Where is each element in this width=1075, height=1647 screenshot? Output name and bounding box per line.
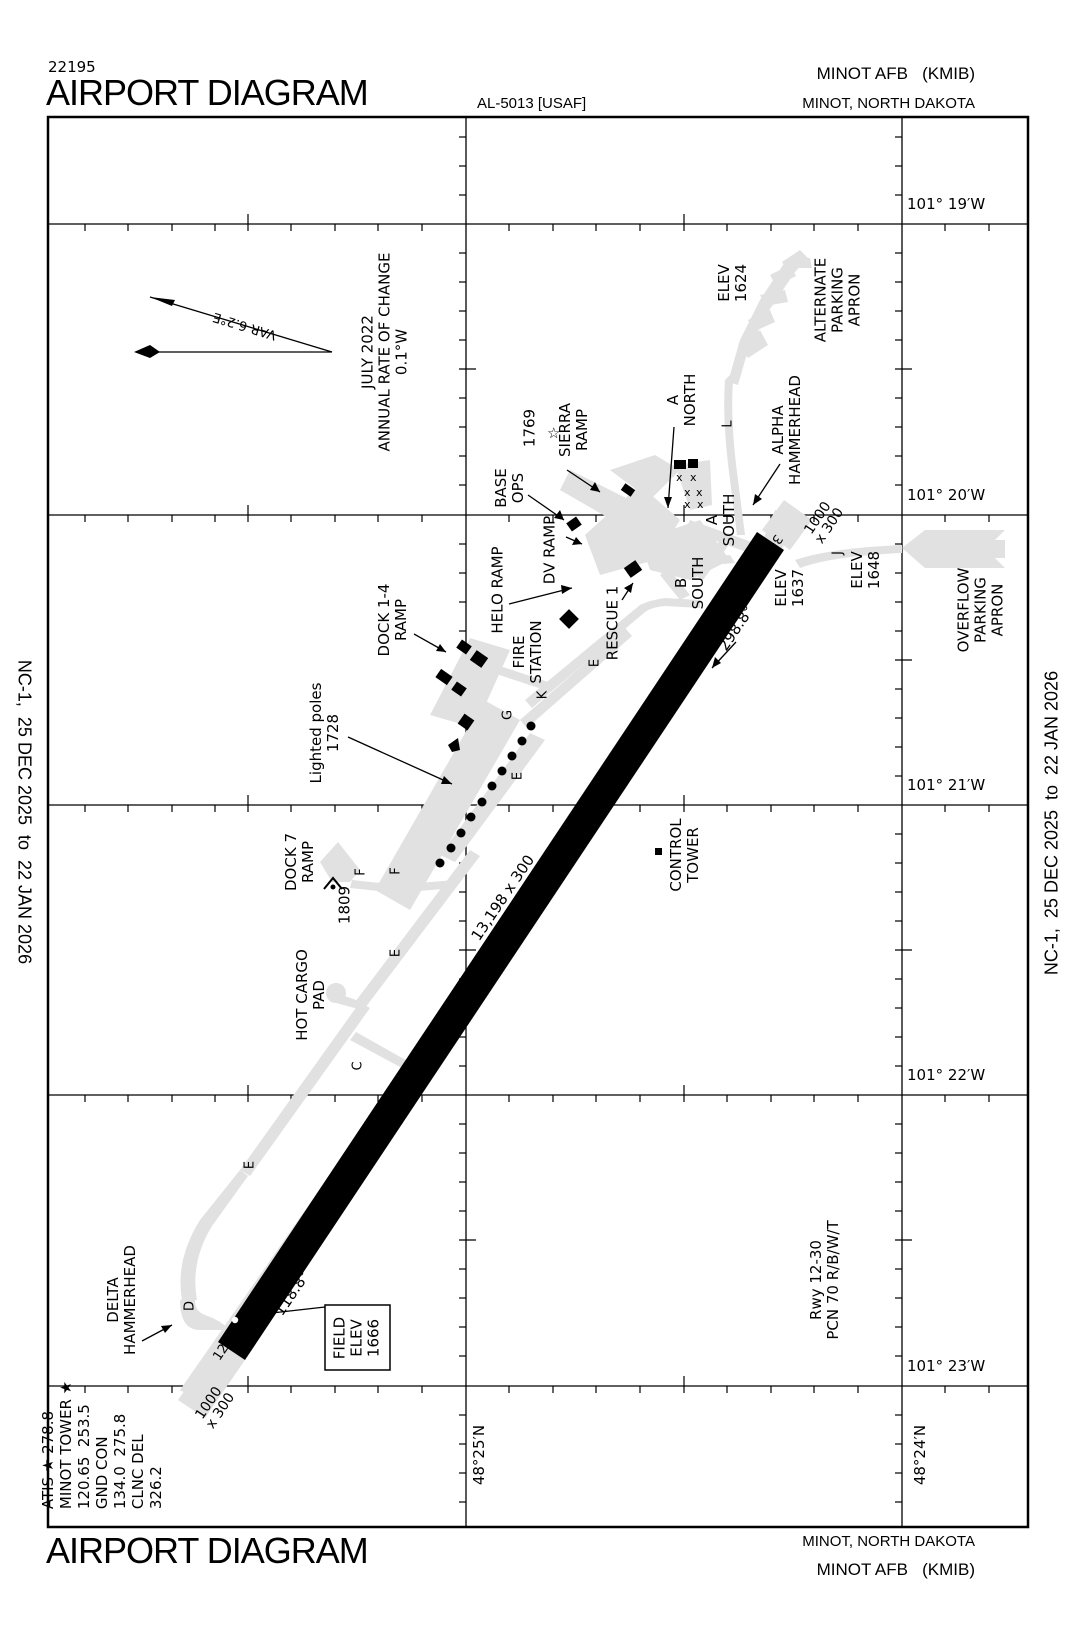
chart-number: 22195 bbox=[48, 58, 96, 76]
dock-7-ramp-label: DOCK 7 RAMP bbox=[282, 833, 317, 891]
dv-ramp-label: DV RAMP bbox=[540, 515, 559, 585]
freq-gnd-values: 134.0 275.8 bbox=[111, 1413, 129, 1510]
freq-tower: MINOT TOWER ★ bbox=[57, 1380, 75, 1510]
obstacle-1809-symbol bbox=[323, 876, 343, 890]
buildings bbox=[435, 459, 698, 855]
lat-48-25: 48°25′N bbox=[470, 1424, 488, 1486]
footer-airport-name: MINOT AFB (KMIB) bbox=[816, 1560, 975, 1579]
obstacle-1809-label: 1809 bbox=[335, 885, 354, 925]
svg-text:x: x bbox=[690, 471, 697, 484]
elev-1637-label: ELEV 1637 bbox=[772, 568, 807, 608]
field-elev-box bbox=[324, 1304, 391, 1371]
taxiway-G-label: G bbox=[500, 709, 516, 721]
lon-101-21: 101° 21′W bbox=[907, 776, 986, 794]
control-tower-symbol bbox=[655, 848, 662, 855]
lighted-poles-label: Lighted poles 1728 bbox=[307, 682, 342, 784]
taxiway-J-label: J bbox=[830, 551, 846, 555]
airport-location: MINOT, NORTH DAKOTA bbox=[802, 95, 975, 112]
a-north-label: A NORTH bbox=[664, 373, 699, 427]
page-title: AIRPORT DIAGRAM bbox=[46, 72, 369, 113]
dock-1-4-ramp-label: DOCK 1-4 RAMP bbox=[375, 583, 410, 657]
delta-hammerhead-label: DELTA HAMMERHEAD bbox=[104, 1245, 139, 1355]
runway-end-light bbox=[231, 1316, 239, 1324]
helo-ramp-label: HELO RAMP bbox=[488, 546, 507, 634]
leader-arrows bbox=[141, 426, 781, 1342]
alternate-parking-apron-label: ALTERNATE PARKING APRON bbox=[811, 257, 864, 343]
svg-text:x: x bbox=[696, 486, 703, 499]
runway-12-30 bbox=[218, 532, 784, 1360]
airport-name: MINOT AFB (KMIB) bbox=[816, 64, 975, 83]
obstacle-1769-star-icon: ☆ bbox=[547, 424, 560, 442]
taxiway-E-label-lower: E bbox=[242, 1160, 258, 1170]
a-south-label: A SOUTH bbox=[703, 493, 738, 547]
lon-101-19: 101° 19′W bbox=[907, 195, 986, 213]
lighted-poles bbox=[435, 721, 536, 868]
taxiway-K-label: K bbox=[535, 690, 551, 700]
diagram-frame bbox=[46, 115, 1030, 1529]
freq-tower-values: 120.65 253.5 bbox=[75, 1404, 93, 1510]
taxiway-C-label: C bbox=[350, 1061, 366, 1071]
runway-pcn-label: Rwy 12-30 PCN 70 R/B/W/T bbox=[807, 1220, 842, 1340]
lon-101-22: 101° 22′W bbox=[907, 1066, 986, 1084]
svg-text:x: x bbox=[684, 486, 691, 499]
footer-title: AIRPORT DIAGRAM bbox=[46, 1530, 369, 1571]
freq-atis: ATIS ★ 278.8 bbox=[39, 1410, 57, 1510]
elev-1624-label: ELEV 1624 bbox=[715, 263, 750, 303]
elev-1648-label: ELEV 1648 bbox=[848, 550, 883, 590]
overflow-parking-apron-label: OVERFLOW PARKING APRON bbox=[954, 567, 1007, 653]
freq-clnc: CLNC DEL bbox=[129, 1434, 147, 1510]
taxiway-E-label-mid: E bbox=[388, 948, 404, 958]
base-ops-label: BASE OPS bbox=[492, 468, 527, 508]
mag-variation-note: JULY 2022 ANNUAL RATE OF CHANGE 0.1°W bbox=[358, 252, 411, 452]
lat-48-24: 48°24′N bbox=[911, 1424, 929, 1486]
sierra-ramp-label: SIERRA RAMP bbox=[556, 403, 591, 457]
taxiway-F-label-2: F bbox=[388, 867, 404, 875]
fire-station-label: FIRE STATION bbox=[510, 620, 545, 684]
taxiway-L-label: L bbox=[720, 420, 736, 428]
procedure-id: AL-5013 [USAF] bbox=[477, 95, 587, 112]
magnetic-variation-arrows bbox=[134, 296, 333, 358]
field-elev-label: FIELD ELEV 1666 bbox=[330, 1316, 383, 1360]
footer-location: MINOT, NORTH DAKOTA bbox=[802, 1533, 975, 1550]
b-south-label: B SOUTH bbox=[672, 556, 707, 610]
svg-text:x: x bbox=[684, 498, 691, 511]
freq-clnc-values: 326.2 bbox=[147, 1466, 165, 1510]
taxiway-E-label-poles: E bbox=[510, 771, 526, 781]
svg-text:x: x bbox=[676, 471, 683, 484]
hot-cargo-pad-label: HOT CARGO PAD bbox=[293, 949, 328, 1041]
frequencies-block: ATIS ★ 278.8 MINOT TOWER ★ 120.65 253.5 … bbox=[39, 1381, 165, 1509]
obstacle-1769-label: 1769 bbox=[520, 408, 539, 448]
taxiway-D-label: D bbox=[182, 1300, 198, 1312]
taxiway-E-label-upper: E bbox=[587, 658, 603, 668]
lon-101-23: 101° 23′W bbox=[907, 1357, 986, 1375]
rescue-1-label: RESCUE 1 bbox=[603, 585, 622, 661]
control-tower-label: CONTROL TOWER bbox=[667, 818, 702, 892]
alpha-hammerhead-label: ALPHA HAMMERHEAD bbox=[769, 375, 804, 485]
freq-gnd: GND CON bbox=[93, 1436, 111, 1510]
svg-text:x: x bbox=[697, 498, 704, 511]
taxiway-F-label-1: F bbox=[353, 868, 369, 876]
lon-101-20: 101° 20′W bbox=[907, 486, 986, 504]
